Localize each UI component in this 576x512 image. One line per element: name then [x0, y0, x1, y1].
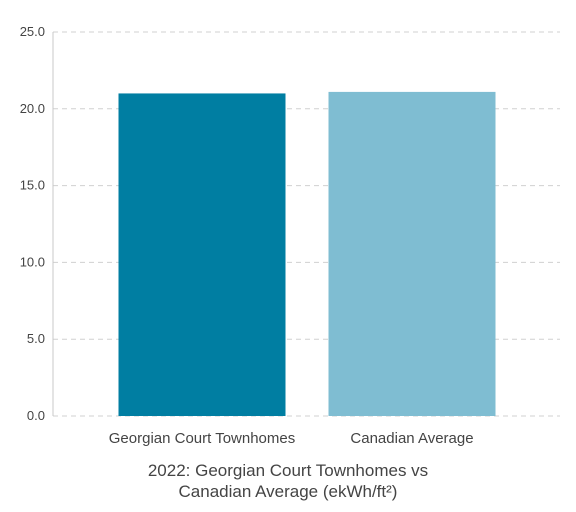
y-tick-label: 0.0: [27, 408, 45, 423]
bar: [118, 93, 286, 416]
x-category-label: Georgian Court Townhomes: [109, 430, 296, 447]
chart-title: 2022: Georgian Court Townhomes vs Canadi…: [0, 460, 576, 502]
y-tick-label: 25.0: [20, 24, 45, 39]
y-tick-label: 5.0: [27, 331, 45, 346]
x-axis-labels: Georgian Court Townhomes Canadian Average: [109, 430, 474, 447]
chart-title-line-1: 2022: Georgian Court Townhomes vs: [147, 461, 429, 480]
x-category-label: Canadian Average: [350, 430, 473, 447]
chart-title-line-2: Canadian Average (ekWh/ft²): [178, 482, 398, 501]
bar: [328, 91, 496, 417]
y-tick-label: 15.0: [20, 178, 45, 193]
y-tick-label: 10.0: [20, 254, 45, 269]
y-tick-label: 20.0: [20, 101, 45, 116]
bars: [118, 91, 496, 417]
bar-chart: 0.0 5.0 10.0 15.0 20.0 25.0 Georgian Court To…: [20, 24, 560, 447]
y-axis-ticks: 0.0 5.0 10.0 15.0 20.0 25.0: [20, 24, 45, 423]
